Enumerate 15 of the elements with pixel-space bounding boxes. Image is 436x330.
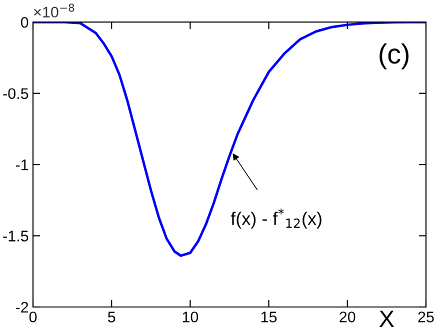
- x-tick-label: 5: [108, 312, 116, 322]
- y-tick-label: -1.5: [3, 230, 28, 242]
- annotation: (c): [380, 43, 409, 70]
- x-tick-label: 10: [182, 312, 198, 322]
- y-tick-label: -1: [16, 160, 28, 170]
- x-axis-title: X: [379, 310, 394, 327]
- annotation: f(x) - f$^{*}$$_{12}$(x): [230, 208, 322, 229]
- x-tick-label: 15: [261, 312, 277, 322]
- text: ×10$^{−8}$: [34, 4, 74, 18]
- y-tick-label: -2: [16, 302, 28, 313]
- y-tick-label: -0.5: [3, 88, 28, 100]
- x-tick-label: 0: [29, 312, 37, 322]
- y-tick-label: 0: [20, 16, 28, 28]
- x-tick-label: 20: [340, 312, 356, 322]
- x-tick-label: 25: [418, 312, 434, 322]
